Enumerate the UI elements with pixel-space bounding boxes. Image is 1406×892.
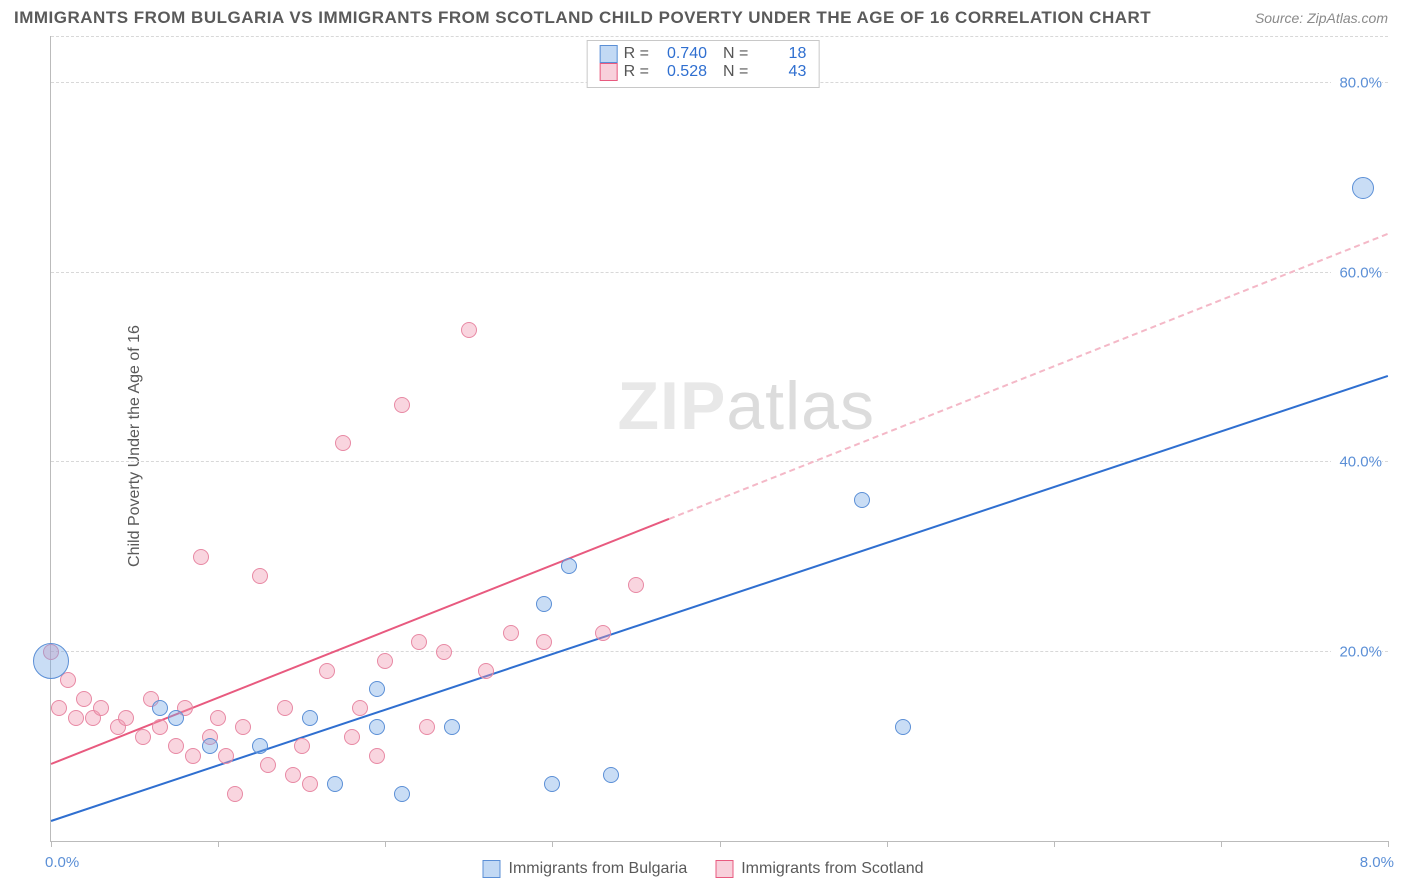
data-point [394,786,410,802]
chart-container: IMMIGRANTS FROM BULGARIA VS IMMIGRANTS F… [0,0,1406,892]
data-point [168,710,184,726]
x-tick-label-max: 8.0% [1360,854,1394,871]
trend-line [669,233,1388,520]
data-point [118,710,134,726]
swatch-pink [600,63,618,81]
data-point [1352,177,1374,199]
y-tick-label: 80.0% [1331,75,1382,92]
x-tick-label-min: 0.0% [45,854,79,871]
watermark: ZIPatlas [618,367,875,445]
data-point [218,748,234,764]
data-point [76,691,92,707]
data-point [369,748,385,764]
data-point [235,719,251,735]
data-point [152,700,168,716]
data-point [461,322,477,338]
data-point [628,577,644,593]
y-tick-label: 20.0% [1331,643,1382,660]
data-point [210,710,226,726]
plot-area: ZIPatlas 20.0%40.0%60.0%80.0%0.0%8.0% [50,36,1388,842]
x-tick [1221,841,1222,847]
data-point [168,738,184,754]
x-tick [552,841,553,847]
data-point [68,710,84,726]
data-point [544,776,560,792]
data-point [595,625,611,641]
x-tick [218,841,219,847]
data-point [444,719,460,735]
swatch-blue [600,45,618,63]
data-point [227,786,243,802]
legend-item-bulgaria: Immigrants from Bulgaria [483,860,688,878]
data-point [369,719,385,735]
data-point [193,549,209,565]
data-point [93,700,109,716]
source-attribution: Source: ZipAtlas.com [1255,10,1388,26]
data-point [152,719,168,735]
x-tick [1054,841,1055,847]
data-point [202,738,218,754]
y-tick-label: 60.0% [1331,264,1382,281]
data-point [503,625,519,641]
gridline [51,272,1388,273]
data-point [302,776,318,792]
data-point [51,700,67,716]
data-point [135,729,151,745]
x-tick [887,841,888,847]
y-tick-label: 40.0% [1331,454,1382,471]
data-point [335,435,351,451]
x-tick [51,841,52,847]
trend-line [51,375,1389,822]
data-point [854,492,870,508]
data-point [561,558,577,574]
x-tick [1388,841,1389,847]
stats-legend: R = 0.740 N = 18 R = 0.528 N = 43 [587,40,820,88]
chart-title: IMMIGRANTS FROM BULGARIA VS IMMIGRANTS F… [14,8,1151,28]
data-point [436,644,452,660]
swatch-pink [715,860,733,878]
data-point [302,710,318,726]
data-point [536,596,552,612]
data-point [260,757,276,773]
series-legend: Immigrants from Bulgaria Immigrants from… [483,860,924,878]
stats-row-scotland: R = 0.528 N = 43 [600,63,807,81]
stats-row-bulgaria: R = 0.740 N = 18 [600,45,807,63]
gridline [51,36,1388,37]
data-point [344,729,360,745]
gridline [51,461,1388,462]
swatch-blue [483,860,501,878]
data-point [369,681,385,697]
data-point [394,397,410,413]
data-point [895,719,911,735]
data-point [327,776,343,792]
data-point [277,700,293,716]
data-point [294,738,310,754]
legend-item-scotland: Immigrants from Scotland [715,860,923,878]
data-point [478,663,494,679]
data-point [377,653,393,669]
data-point [536,634,552,650]
data-point [252,738,268,754]
data-point [603,767,619,783]
data-point [33,643,69,679]
gridline [51,651,1388,652]
data-point [419,719,435,735]
x-tick [720,841,721,847]
data-point [252,568,268,584]
data-point [285,767,301,783]
data-point [319,663,335,679]
data-point [352,700,368,716]
x-tick [385,841,386,847]
data-point [411,634,427,650]
data-point [185,748,201,764]
